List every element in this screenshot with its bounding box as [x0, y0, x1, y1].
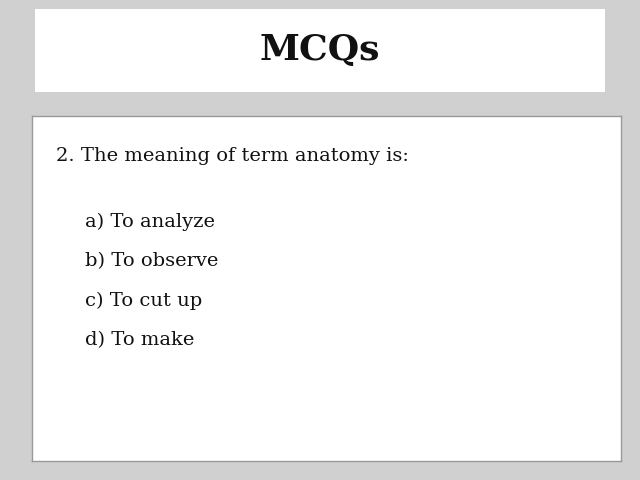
Text: a) To analyze: a) To analyze [85, 213, 215, 231]
Text: c) To cut up: c) To cut up [85, 292, 202, 310]
Text: b) To observe: b) To observe [85, 252, 218, 270]
FancyBboxPatch shape [35, 9, 605, 92]
Text: d) To make: d) To make [85, 332, 195, 349]
Text: MCQs: MCQs [260, 34, 380, 67]
Text: 2. The meaning of term anatomy is:: 2. The meaning of term anatomy is: [56, 147, 408, 165]
